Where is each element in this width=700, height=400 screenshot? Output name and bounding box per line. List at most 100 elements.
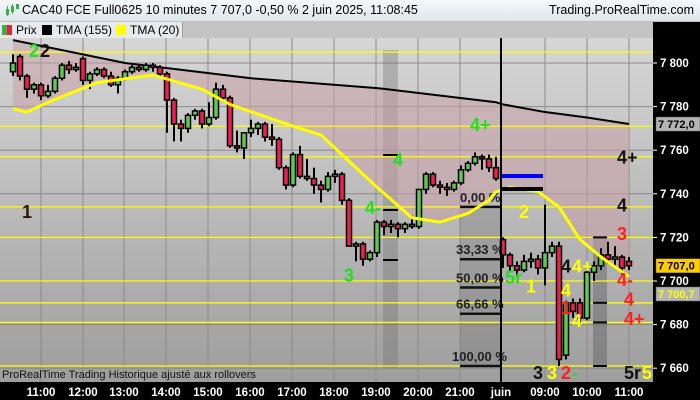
legend-item-tma20[interactable]: TMA (20) (114, 22, 183, 38)
candle[interactable] (135, 65, 143, 72)
candle-body (331, 173, 339, 178)
candle-body (30, 84, 38, 90)
legend-item-prix[interactable]: Prix (0, 22, 41, 38)
candle[interactable] (100, 67, 108, 79)
candle[interactable] (583, 267, 591, 321)
candle[interactable] (506, 252, 514, 273)
candle[interactable] (9, 54, 17, 77)
candle[interactable] (387, 219, 395, 234)
candle[interactable] (366, 250, 374, 262)
candle[interactable] (401, 222, 409, 234)
candle[interactable] (513, 261, 521, 277)
candle[interactable] (23, 73, 31, 98)
candle[interactable] (415, 188, 423, 229)
x-axis-ticks: 11:00 12:00 13:00 14:00 15:00 16:00 17:00 18:00… (27, 387, 644, 399)
candle-body (282, 166, 290, 186)
candle[interactable] (65, 60, 73, 74)
candle[interactable] (331, 169, 339, 183)
candle[interactable] (212, 82, 220, 120)
candle[interactable] (58, 63, 66, 81)
candle[interactable] (527, 252, 535, 268)
candle-body (562, 302, 570, 356)
candle[interactable] (534, 254, 542, 275)
candle[interactable] (303, 158, 311, 181)
candle[interactable] (240, 132, 248, 159)
time-axis[interactable] (0, 382, 653, 400)
candle[interactable] (205, 102, 213, 127)
candle[interactable] (485, 154, 493, 172)
candle-body (128, 66, 136, 73)
wave-label: 1 (22, 202, 32, 222)
candle[interactable] (289, 152, 297, 188)
candle[interactable] (373, 219, 381, 258)
candle[interactable] (352, 241, 360, 262)
candle[interactable] (324, 172, 332, 192)
x-tick-label: 14:00 (151, 387, 180, 399)
candle[interactable] (93, 67, 101, 77)
candle[interactable] (345, 198, 353, 247)
candle-body (506, 254, 514, 267)
price-tag-label: 7 707,0 (658, 261, 695, 273)
candle-body (464, 162, 472, 171)
candle[interactable] (184, 113, 192, 133)
candle[interactable] (471, 152, 479, 166)
candle[interactable] (590, 261, 598, 281)
candle[interactable] (268, 124, 276, 146)
candle[interactable] (422, 172, 430, 194)
candle[interactable] (317, 180, 325, 203)
candle[interactable] (261, 121, 269, 142)
candle[interactable] (541, 204, 549, 286)
candle[interactable] (16, 54, 24, 81)
legend-item-tma155[interactable]: TMA (155) (40, 22, 115, 38)
candle[interactable] (128, 65, 136, 74)
candle[interactable] (380, 219, 388, 236)
candle[interactable] (576, 298, 584, 323)
candle[interactable] (569, 298, 577, 319)
candle[interactable] (72, 63, 80, 72)
candle[interactable] (625, 257, 633, 271)
candle[interactable] (611, 246, 619, 266)
site-link[interactable]: Trading.ProRealTime.com (549, 3, 694, 17)
candle[interactable] (310, 167, 318, 194)
candle[interactable] (478, 154, 486, 170)
candle[interactable] (142, 63, 150, 72)
candle[interactable] (436, 180, 444, 194)
candle[interactable] (247, 119, 255, 138)
candle[interactable] (177, 119, 185, 142)
x-tick-label: 19:00 (361, 387, 390, 399)
candle[interactable] (492, 156, 500, 181)
legend-bar: Prix TMA (155) TMA (20) (0, 22, 653, 38)
candle[interactable] (394, 222, 402, 238)
candle[interactable] (79, 56, 87, 85)
candle[interactable] (429, 172, 437, 188)
candle[interactable] (275, 137, 283, 170)
candle[interactable] (548, 241, 556, 258)
candle[interactable] (338, 172, 346, 205)
candle[interactable] (233, 130, 241, 153)
candle[interactable] (450, 180, 458, 192)
candle[interactable] (30, 82, 38, 94)
candle[interactable] (44, 84, 52, 98)
candle[interactable] (191, 108, 199, 120)
candle[interactable] (149, 63, 157, 72)
candle[interactable] (457, 165, 465, 186)
candle[interactable] (443, 182, 451, 196)
candle[interactable] (37, 82, 45, 101)
candle[interactable] (254, 121, 262, 135)
candle[interactable] (51, 76, 59, 94)
price-axis[interactable] (653, 38, 700, 400)
candle[interactable] (604, 241, 612, 264)
candle[interactable] (520, 254, 528, 273)
candle[interactable] (282, 165, 290, 190)
candle[interactable] (359, 241, 367, 266)
candle[interactable] (555, 241, 563, 367)
candle[interactable] (163, 71, 171, 133)
candle[interactable] (562, 300, 570, 360)
candle[interactable] (170, 97, 178, 142)
candle[interactable] (296, 145, 304, 179)
candle[interactable] (464, 161, 472, 172)
candle-body (415, 188, 423, 228)
candle[interactable] (198, 108, 206, 129)
y-axis-ticks: 7 660 7 680 7 700 7 720 7 740 7 760 7 780 7 800 (653, 58, 689, 375)
